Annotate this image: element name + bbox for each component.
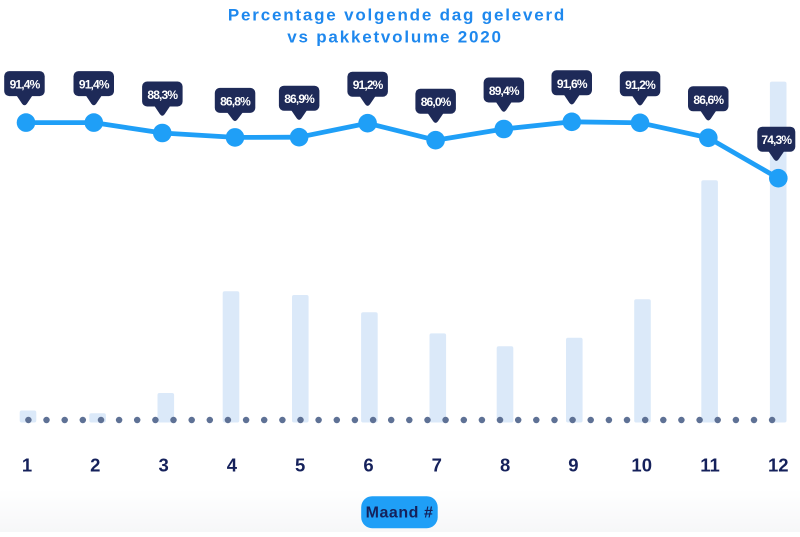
svg-text:86,6%: 86,6% bbox=[693, 93, 724, 107]
svg-text:1: 1 bbox=[22, 455, 32, 476]
svg-text:91,6%: 91,6% bbox=[557, 77, 588, 91]
svg-text:9: 9 bbox=[568, 455, 578, 476]
svg-text:2: 2 bbox=[90, 455, 100, 476]
svg-text:7: 7 bbox=[432, 455, 442, 476]
svg-text:12: 12 bbox=[768, 455, 789, 476]
svg-text:91,2%: 91,2% bbox=[353, 78, 384, 92]
svg-text:3: 3 bbox=[158, 455, 168, 476]
svg-text:91,4%: 91,4% bbox=[10, 78, 41, 92]
svg-text:89,4%: 89,4% bbox=[489, 84, 520, 98]
svg-text:8: 8 bbox=[500, 455, 510, 476]
svg-text:11: 11 bbox=[700, 455, 720, 476]
svg-text:5: 5 bbox=[295, 455, 305, 476]
svg-text:4: 4 bbox=[227, 455, 238, 476]
svg-text:86,0%: 86,0% bbox=[421, 95, 452, 109]
svg-text:Percentage volgende dag geleve: Percentage volgende dag geleverd bbox=[228, 6, 566, 25]
svg-text:6: 6 bbox=[363, 455, 373, 476]
svg-text:74,3%: 74,3% bbox=[761, 133, 792, 147]
svg-text:88,3%: 88,3% bbox=[147, 88, 178, 102]
svg-text:vs pakketvolume 2020: vs pakketvolume 2020 bbox=[287, 28, 503, 47]
svg-text:86,9%: 86,9% bbox=[284, 92, 315, 106]
svg-text:91,2%: 91,2% bbox=[625, 78, 656, 92]
svg-text:86,8%: 86,8% bbox=[220, 94, 251, 108]
svg-text:91,4%: 91,4% bbox=[79, 78, 110, 92]
svg-text:10: 10 bbox=[631, 455, 652, 476]
svg-text:Maand #: Maand # bbox=[366, 504, 434, 521]
